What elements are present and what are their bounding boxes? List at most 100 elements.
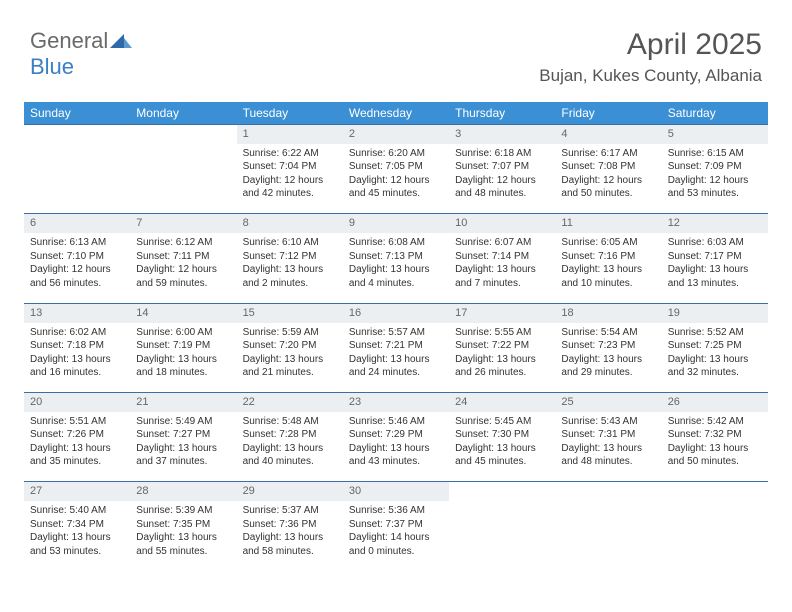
day-content-cell: Sunrise: 6:17 AMSunset: 7:08 PMDaylight:… xyxy=(555,144,661,214)
location-label: Bujan, Kukes County, Albania xyxy=(539,66,762,86)
weekday-header: Wednesday xyxy=(343,102,449,125)
daylight-text: Daylight: 13 hours and 45 minutes. xyxy=(455,442,549,469)
day-content-cell: Sunrise: 5:48 AMSunset: 7:28 PMDaylight:… xyxy=(237,412,343,482)
day-content-row: Sunrise: 5:51 AMSunset: 7:26 PMDaylight:… xyxy=(24,412,768,482)
day-number-cell: 3 xyxy=(449,125,555,144)
day-content-cell xyxy=(449,501,555,571)
day-number-cell: 13 xyxy=(24,303,130,322)
day-content-cell: Sunrise: 5:39 AMSunset: 7:35 PMDaylight:… xyxy=(130,501,236,571)
day-content-cell: Sunrise: 6:18 AMSunset: 7:07 PMDaylight:… xyxy=(449,144,555,214)
daylight-text: Daylight: 13 hours and 35 minutes. xyxy=(30,442,124,469)
header: GeneralBlue April 2025 Bujan, Kukes Coun… xyxy=(0,0,792,94)
day-content-cell: Sunrise: 6:22 AMSunset: 7:04 PMDaylight:… xyxy=(237,144,343,214)
sunset-text: Sunset: 7:08 PM xyxy=(561,160,655,174)
day-content-cell: Sunrise: 6:20 AMSunset: 7:05 PMDaylight:… xyxy=(343,144,449,214)
sunrise-text: Sunrise: 5:42 AM xyxy=(668,415,762,429)
daylight-text: Daylight: 13 hours and 43 minutes. xyxy=(349,442,443,469)
daylight-text: Daylight: 14 hours and 0 minutes. xyxy=(349,531,443,558)
day-content-cell: Sunrise: 5:54 AMSunset: 7:23 PMDaylight:… xyxy=(555,323,661,393)
sunrise-text: Sunrise: 5:55 AM xyxy=(455,326,549,340)
day-number-cell: 19 xyxy=(662,303,768,322)
day-number-cell: 30 xyxy=(343,482,449,501)
sunrise-text: Sunrise: 6:20 AM xyxy=(349,147,443,161)
sunset-text: Sunset: 7:11 PM xyxy=(136,250,230,264)
day-content-cell: Sunrise: 6:03 AMSunset: 7:17 PMDaylight:… xyxy=(662,233,768,303)
daylight-text: Daylight: 12 hours and 59 minutes. xyxy=(136,263,230,290)
sunrise-text: Sunrise: 6:17 AM xyxy=(561,147,655,161)
sunrise-text: Sunrise: 6:02 AM xyxy=(30,326,124,340)
weekday-header: Saturday xyxy=(662,102,768,125)
page-title: April 2025 xyxy=(539,28,762,62)
daylight-text: Daylight: 13 hours and 37 minutes. xyxy=(136,442,230,469)
day-number-cell: 6 xyxy=(24,214,130,233)
weekday-header: Monday xyxy=(130,102,236,125)
day-number-cell: 16 xyxy=(343,303,449,322)
logo-text: GeneralBlue xyxy=(30,28,132,80)
day-number-cell: 28 xyxy=(130,482,236,501)
weekday-header: Friday xyxy=(555,102,661,125)
sunset-text: Sunset: 7:18 PM xyxy=(30,339,124,353)
day-content-cell: Sunrise: 5:45 AMSunset: 7:30 PMDaylight:… xyxy=(449,412,555,482)
weekday-header: Thursday xyxy=(449,102,555,125)
day-number-cell: 15 xyxy=(237,303,343,322)
sunset-text: Sunset: 7:32 PM xyxy=(668,428,762,442)
calendar-body: 12345Sunrise: 6:22 AMSunset: 7:04 PMDayl… xyxy=(24,125,768,572)
day-content-cell: Sunrise: 5:57 AMSunset: 7:21 PMDaylight:… xyxy=(343,323,449,393)
day-content-cell: Sunrise: 5:46 AMSunset: 7:29 PMDaylight:… xyxy=(343,412,449,482)
sunrise-text: Sunrise: 5:54 AM xyxy=(561,326,655,340)
sunrise-text: Sunrise: 6:03 AM xyxy=(668,236,762,250)
day-number-cell: 8 xyxy=(237,214,343,233)
day-content-cell: Sunrise: 6:08 AMSunset: 7:13 PMDaylight:… xyxy=(343,233,449,303)
sunrise-text: Sunrise: 6:05 AM xyxy=(561,236,655,250)
sunrise-text: Sunrise: 6:22 AM xyxy=(243,147,337,161)
sunset-text: Sunset: 7:07 PM xyxy=(455,160,549,174)
day-number-cell: 9 xyxy=(343,214,449,233)
calendar-table: Sunday Monday Tuesday Wednesday Thursday… xyxy=(24,102,768,571)
day-content-cell: Sunrise: 6:12 AMSunset: 7:11 PMDaylight:… xyxy=(130,233,236,303)
day-number-cell xyxy=(555,482,661,501)
sunrise-text: Sunrise: 6:10 AM xyxy=(243,236,337,250)
day-content-cell: Sunrise: 5:49 AMSunset: 7:27 PMDaylight:… xyxy=(130,412,236,482)
day-content-cell: Sunrise: 6:07 AMSunset: 7:14 PMDaylight:… xyxy=(449,233,555,303)
daylight-text: Daylight: 13 hours and 50 minutes. xyxy=(668,442,762,469)
daylight-text: Daylight: 12 hours and 45 minutes. xyxy=(349,174,443,201)
sunrise-text: Sunrise: 6:12 AM xyxy=(136,236,230,250)
day-content-cell xyxy=(555,501,661,571)
daylight-text: Daylight: 12 hours and 42 minutes. xyxy=(243,174,337,201)
day-number-cell: 24 xyxy=(449,393,555,412)
sunrise-text: Sunrise: 5:52 AM xyxy=(668,326,762,340)
day-content-cell: Sunrise: 5:37 AMSunset: 7:36 PMDaylight:… xyxy=(237,501,343,571)
sunrise-text: Sunrise: 5:49 AM xyxy=(136,415,230,429)
sunrise-text: Sunrise: 5:37 AM xyxy=(243,504,337,518)
sunset-text: Sunset: 7:29 PM xyxy=(349,428,443,442)
sunset-text: Sunset: 7:31 PM xyxy=(561,428,655,442)
day-content-cell: Sunrise: 5:36 AMSunset: 7:37 PMDaylight:… xyxy=(343,501,449,571)
daylight-text: Daylight: 13 hours and 10 minutes. xyxy=(561,263,655,290)
sunset-text: Sunset: 7:26 PM xyxy=(30,428,124,442)
day-number-cell: 26 xyxy=(662,393,768,412)
daylight-text: Daylight: 13 hours and 40 minutes. xyxy=(243,442,337,469)
day-content-cell: Sunrise: 6:10 AMSunset: 7:12 PMDaylight:… xyxy=(237,233,343,303)
daylight-text: Daylight: 13 hours and 18 minutes. xyxy=(136,353,230,380)
day-number-cell: 10 xyxy=(449,214,555,233)
daylight-text: Daylight: 13 hours and 13 minutes. xyxy=(668,263,762,290)
day-number-row: 13141516171819 xyxy=(24,303,768,322)
title-block: April 2025 Bujan, Kukes County, Albania xyxy=(539,28,762,86)
day-content-cell: Sunrise: 6:15 AMSunset: 7:09 PMDaylight:… xyxy=(662,144,768,214)
day-number-cell: 29 xyxy=(237,482,343,501)
day-number-cell: 1 xyxy=(237,125,343,144)
sunset-text: Sunset: 7:27 PM xyxy=(136,428,230,442)
sunrise-text: Sunrise: 6:00 AM xyxy=(136,326,230,340)
day-content-row: Sunrise: 6:13 AMSunset: 7:10 PMDaylight:… xyxy=(24,233,768,303)
daylight-text: Daylight: 13 hours and 32 minutes. xyxy=(668,353,762,380)
day-number-row: 6789101112 xyxy=(24,214,768,233)
sunset-text: Sunset: 7:37 PM xyxy=(349,518,443,532)
day-content-cell: Sunrise: 5:42 AMSunset: 7:32 PMDaylight:… xyxy=(662,412,768,482)
logo-triangle-icon xyxy=(110,28,132,54)
sunrise-text: Sunrise: 6:08 AM xyxy=(349,236,443,250)
daylight-text: Daylight: 13 hours and 16 minutes. xyxy=(30,353,124,380)
sunset-text: Sunset: 7:16 PM xyxy=(561,250,655,264)
day-number-row: 27282930 xyxy=(24,482,768,501)
day-number-cell xyxy=(130,125,236,144)
sunset-text: Sunset: 7:05 PM xyxy=(349,160,443,174)
